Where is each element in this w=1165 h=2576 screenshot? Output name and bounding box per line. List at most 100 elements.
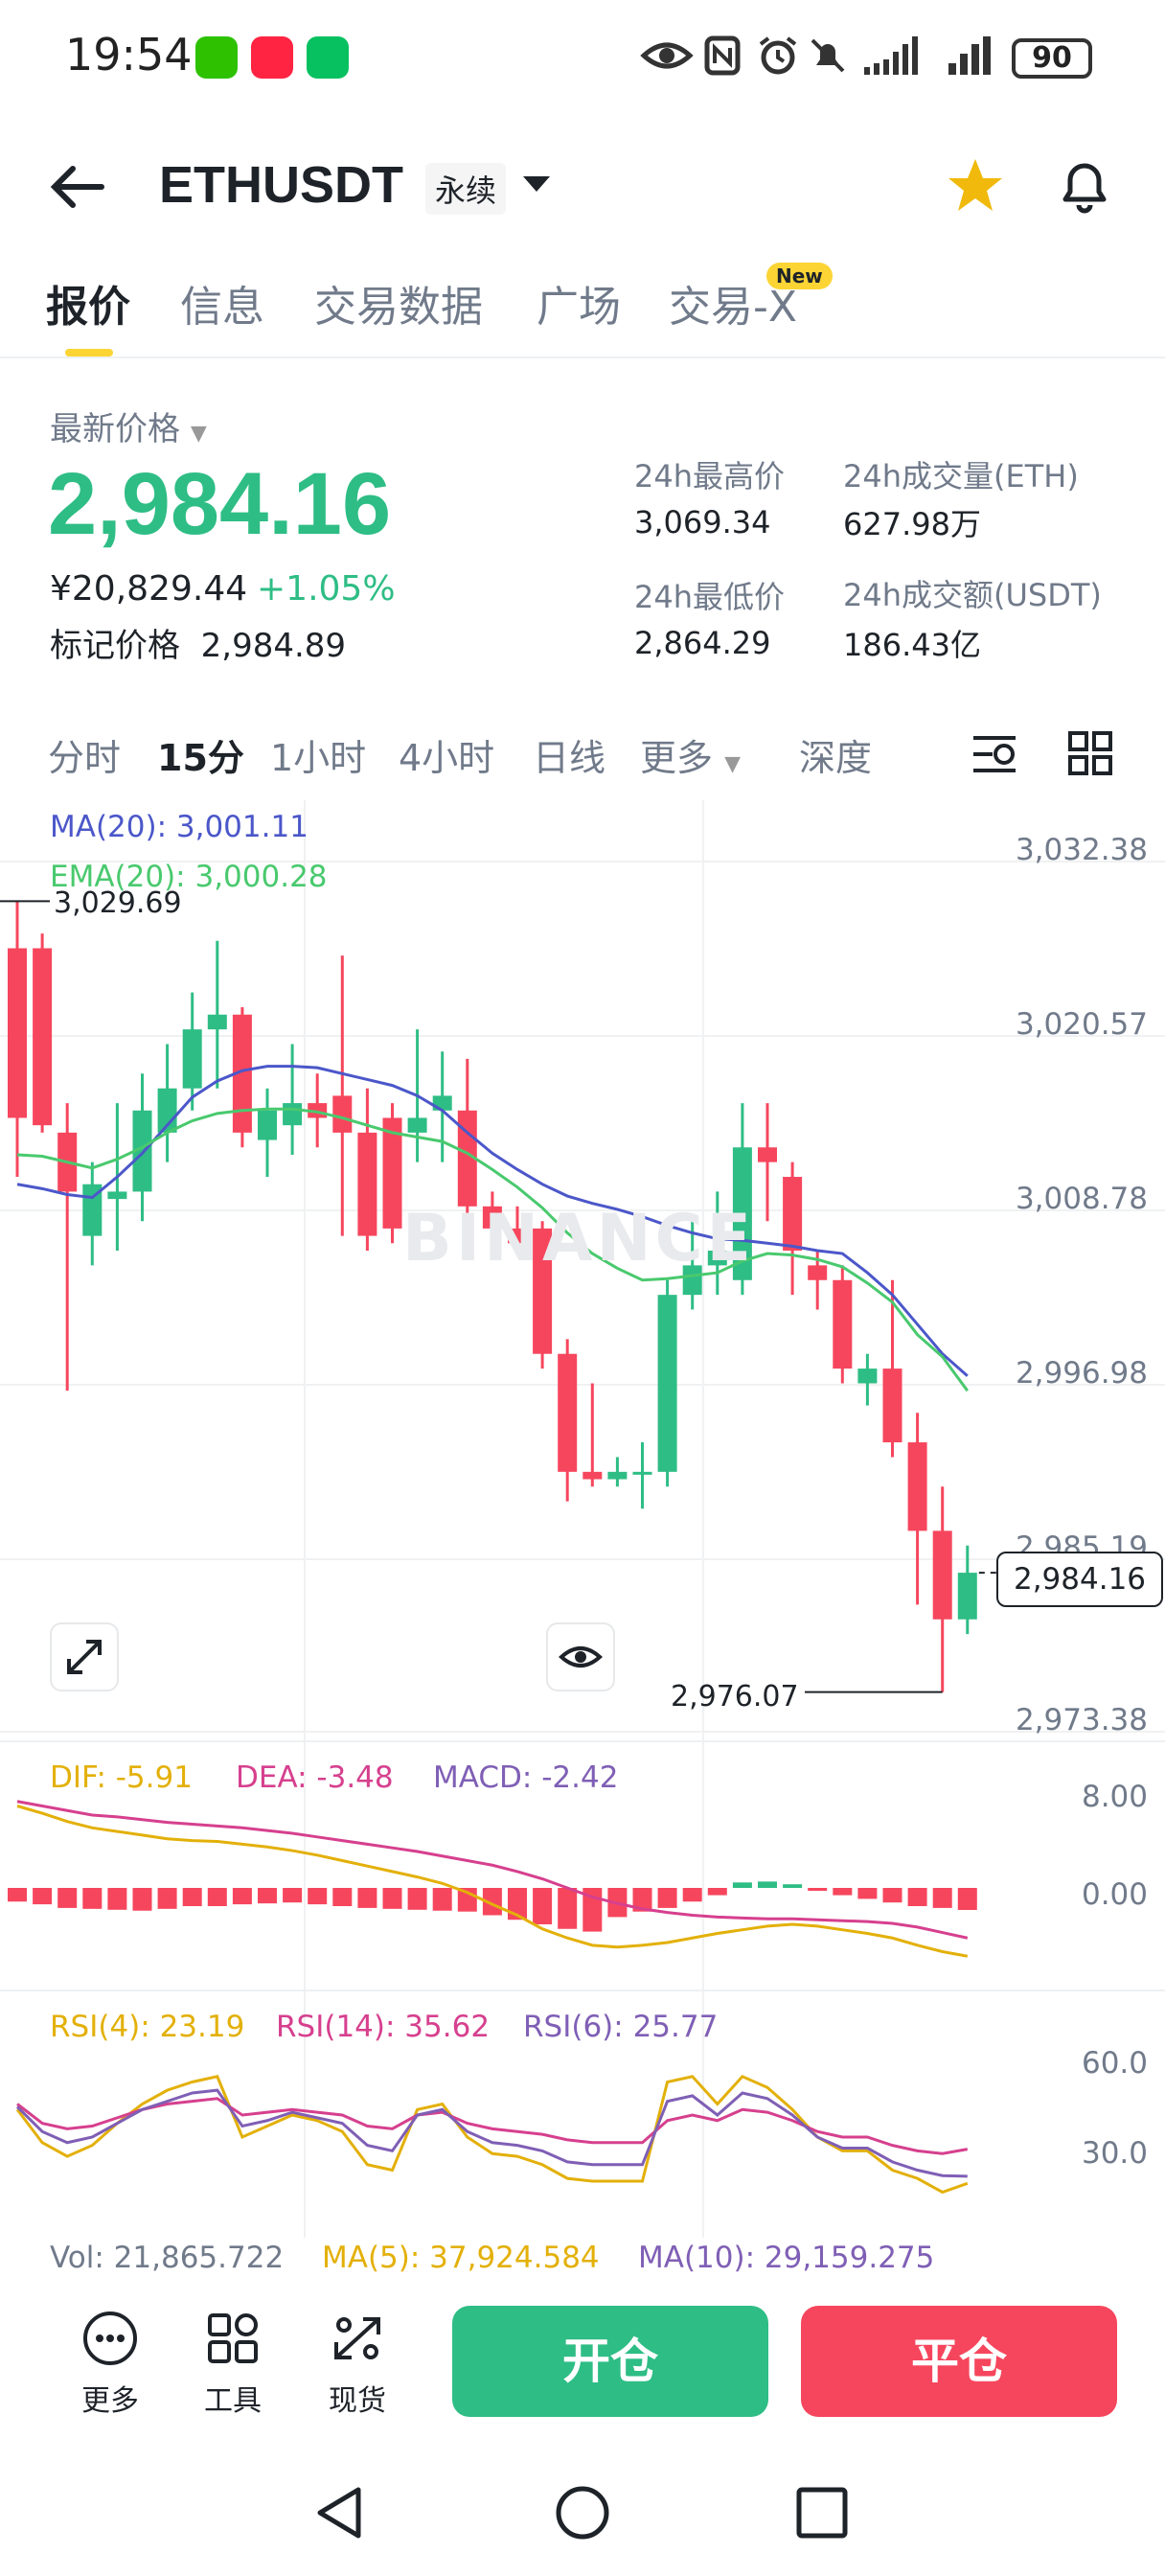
kline-chart-svg[interactable]: [0, 800, 1165, 2238]
macd-bar: [8, 1888, 27, 1902]
rsi-axis-2: 30.0: [1081, 2136, 1148, 2171]
candle-body: [808, 1265, 828, 1280]
symbol-title[interactable]: ETHUSDT: [159, 156, 403, 214]
tools-button[interactable]: 工具: [190, 2310, 276, 2419]
macd-bar: [533, 1888, 553, 1924]
tab-trade-x[interactable]: 交易-X: [669, 283, 798, 332]
interval-more[interactable]: 更多 ▼: [640, 728, 741, 781]
chart-settings-icon[interactable]: [970, 730, 1019, 778]
interval-15m[interactable]: 15分: [157, 737, 244, 779]
macd-bar: [57, 1888, 78, 1908]
price-axis-1: 3,032.38: [1015, 833, 1148, 867]
candle-body: [758, 1147, 777, 1162]
ema20-line: [16, 1107, 970, 1392]
candle-body: [732, 1147, 752, 1280]
tab-trading-data[interactable]: 交易数据: [314, 283, 483, 332]
visibility-button[interactable]: [546, 1622, 615, 1691]
tools-label: 工具: [204, 2384, 262, 2418]
candle-body: [857, 1368, 878, 1384]
caret-down-icon: ▼: [190, 422, 207, 446]
more-button[interactable]: 更多: [67, 2310, 153, 2419]
macd-bar: [758, 1881, 777, 1888]
macd-bar: [882, 1888, 902, 1903]
caret-down-icon: ▼: [724, 752, 742, 776]
eye-icon: [640, 42, 694, 69]
more-label: 更多: [81, 2384, 139, 2418]
contract-type-tag: 永续: [425, 163, 507, 215]
back-triangle-icon[interactable]: [312, 2484, 366, 2542]
active-tab-indicator: [65, 349, 113, 356]
price-axis-3: 3,008.78: [1015, 1182, 1148, 1216]
spot-button[interactable]: 现货: [314, 2310, 400, 2419]
volume-label: 24h成交量(ETH): [843, 458, 1079, 494]
interval-bar: 分时 15分 1小时 4小时 日线 更多 ▼ 深度: [0, 719, 1165, 795]
last-price: 2,984.16: [48, 455, 392, 553]
grid-layout-icon[interactable]: [1067, 730, 1113, 776]
macd-bar: [382, 1888, 402, 1909]
price-axis-4: 2,996.98: [1015, 1356, 1148, 1391]
rsi6-value: RSI(6): 25.77: [523, 2010, 719, 2044]
interval-day[interactable]: 日线: [533, 737, 606, 779]
macd-bar: [432, 1888, 452, 1911]
macd-bar: [932, 1888, 952, 1908]
macd-bar: [957, 1888, 977, 1910]
interval-1h[interactable]: 1小时: [270, 737, 367, 779]
candle-body: [132, 1110, 152, 1192]
bell-icon[interactable]: [1058, 155, 1111, 215]
candle-body: [582, 1471, 603, 1480]
macd-bar: [332, 1888, 353, 1906]
recents-square-icon[interactable]: [795, 2486, 849, 2540]
fullscreen-button[interactable]: [50, 1622, 119, 1691]
candle-body: [407, 1117, 427, 1133]
macd-bar: [258, 1888, 277, 1904]
price-axis-6: 2,973.38: [1015, 1703, 1148, 1737]
low-annotation: 2,976.07: [671, 1680, 799, 1714]
tab-square[interactable]: 广场: [537, 283, 621, 332]
candle-body: [107, 1191, 127, 1200]
tab-info[interactable]: 信息: [180, 283, 264, 332]
macd-bar: [308, 1888, 328, 1905]
signal-icon: [864, 36, 918, 75]
macd-bar: [357, 1888, 377, 1908]
spot-label: 现货: [329, 2384, 386, 2418]
candle-body: [932, 1530, 952, 1620]
chart-area[interactable]: MA(20): 3,001.11 EMA(20): 3,000.28 3,032…: [0, 800, 1165, 2278]
favorite-star-icon[interactable]: [947, 157, 1004, 213]
low-value: 2,864.29: [634, 625, 771, 661]
macd-bar: [232, 1888, 252, 1905]
top-tabs: 报价 信息 交易数据 广场 交易-X New: [0, 259, 1165, 358]
eye-icon: [559, 1646, 603, 1668]
candle-body: [457, 1110, 477, 1207]
more-dots-icon: [83, 2312, 137, 2365]
chevron-down-icon[interactable]: [521, 172, 552, 196]
candle-body: [907, 1442, 927, 1531]
rsi14-line: [16, 2097, 969, 2155]
candle-body: [432, 1095, 452, 1111]
macd-bar: [157, 1888, 177, 1909]
interval-time[interactable]: 分时: [48, 737, 122, 779]
price-change: +1.05%: [257, 569, 396, 609]
macd-axis-2: 0.00: [1081, 1877, 1148, 1912]
close-position-button[interactable]: 平仓: [801, 2306, 1117, 2417]
tab-quote[interactable]: 报价: [46, 283, 130, 332]
interval-depth[interactable]: 深度: [799, 737, 873, 779]
candle-body: [382, 1117, 402, 1229]
ema-indicator: EMA(20): 3,000.28: [50, 860, 328, 894]
signal-icon-2: [948, 36, 991, 75]
battery-indicator: 90: [1012, 38, 1092, 79]
nfc-icon: [704, 35, 741, 76]
candle-body: [508, 1228, 527, 1244]
cny-price: ¥20,829.44: [50, 569, 248, 609]
back-arrow-icon[interactable]: [50, 163, 105, 211]
macd-value: MACD: -2.42: [433, 1760, 619, 1795]
candle-body: [258, 1110, 277, 1140]
macd-bar: [33, 1888, 53, 1905]
macd-bar: [82, 1888, 103, 1909]
last-price-label[interactable]: 最新价格 ▼: [50, 402, 207, 449]
candle-body: [682, 1265, 702, 1296]
system-nav-bar: [0, 2453, 1165, 2576]
home-circle-icon[interactable]: [554, 2484, 611, 2542]
status-time: 19:54: [65, 29, 193, 80]
interval-4h[interactable]: 4小时: [399, 737, 495, 779]
open-position-button[interactable]: 开仓: [452, 2306, 768, 2417]
